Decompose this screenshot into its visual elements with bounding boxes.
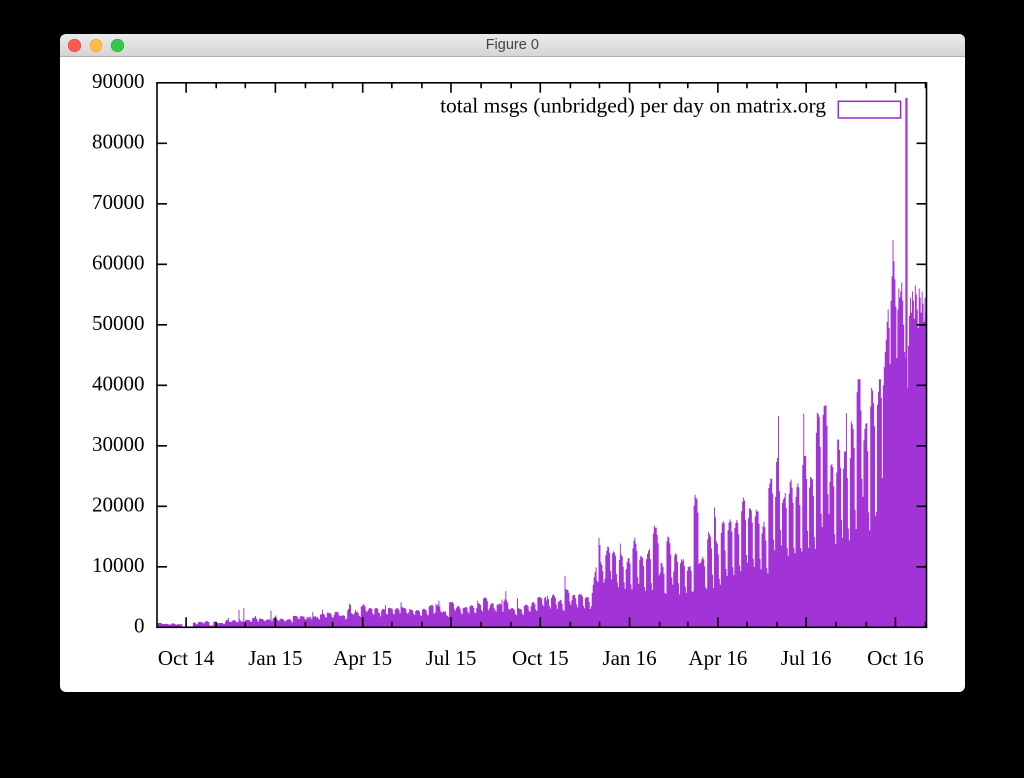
svg-text:30000: 30000 [92,432,145,456]
svg-text:90000: 90000 [92,69,145,93]
svg-text:Jan 15: Jan 15 [248,646,302,670]
svg-text:Oct 14: Oct 14 [158,646,215,670]
svg-text:Jul 16: Jul 16 [781,646,832,670]
svg-text:Jan 16: Jan 16 [602,646,656,670]
svg-text:Oct 16: Oct 16 [867,646,924,670]
svg-text:10000: 10000 [92,553,145,577]
svg-text:80000: 80000 [92,129,145,153]
svg-text:40000: 40000 [92,371,145,395]
svg-text:60000: 60000 [92,250,145,274]
svg-text:20000: 20000 [92,492,145,516]
svg-text:Jul 15: Jul 15 [426,646,477,670]
svg-text:Apr 16: Apr 16 [688,646,747,670]
svg-text:0: 0 [134,613,145,637]
svg-text:50000: 50000 [92,311,145,335]
svg-text:Apr 15: Apr 15 [333,646,392,670]
svg-text:Oct 15: Oct 15 [512,646,569,670]
svg-text:70000: 70000 [92,190,145,214]
svg-text:total msgs (unbridged) per day: total msgs (unbridged) per day on matrix… [440,94,826,118]
